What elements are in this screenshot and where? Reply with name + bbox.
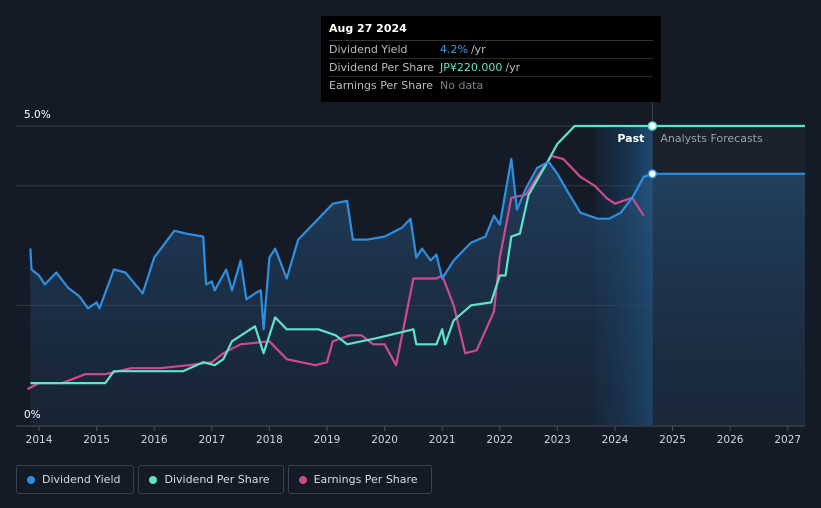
x-tick-label: 2018 [256, 434, 283, 446]
dividend-per-share-current-marker [647, 121, 658, 131]
legend-dot-icon [149, 475, 158, 484]
tooltip-value: No data [440, 79, 484, 92]
chart-legend: Dividend Yield Dividend Per Share Earnin… [16, 465, 432, 494]
tooltip-unit: /yr [505, 61, 521, 74]
x-tick-label: 2025 [659, 434, 686, 446]
dividend-yield-line [29, 157, 805, 331]
x-tick-label: 2022 [486, 434, 513, 446]
forecast-section-label: Analysts Forecasts [660, 132, 763, 145]
tooltip-value: 4.2% [440, 43, 468, 56]
x-tick-label: 2024 [602, 434, 629, 446]
tooltip-label: Dividend Per Share [329, 61, 435, 74]
x-tick-label: 2017 [198, 434, 225, 446]
legend-label: Dividend Yield [42, 473, 121, 486]
legend-label: Dividend Per Share [164, 473, 270, 486]
legend-dot-icon [27, 475, 35, 484]
tooltip-row-dividend-yield: Dividend Yield 4.2% /yr [329, 41, 653, 59]
x-tick-label: 2021 [429, 434, 456, 446]
x-tick-label: 2014 [26, 434, 53, 446]
tooltip-row-dividend-per-share: Dividend Per Share JP¥220.000 /yr [329, 59, 653, 77]
legend-item-earnings-per-share[interactable]: Earnings Per Share [287, 465, 432, 494]
x-tick-label: 2023 [544, 434, 571, 446]
tooltip-unit: /yr [470, 43, 486, 56]
tooltip-label: Earnings Per Share [329, 79, 434, 92]
dividend-yield-current-marker [647, 169, 658, 179]
tooltip-row-earnings-per-share: Earnings Per Share No data [329, 77, 653, 94]
tooltip-label: Dividend Yield [329, 43, 408, 56]
x-tick-label: 2026 [717, 434, 744, 446]
past-section-label: Past [617, 132, 644, 145]
hover-tooltip: Aug 27 2024 Dividend Yield 4.2% /yr Divi… [321, 16, 661, 102]
y-axis-label-max: 5.0% [24, 109, 51, 121]
tooltip-value: JP¥220.000 [440, 61, 503, 74]
earnings-per-share-line [26, 154, 645, 391]
dividend-per-share-line [30, 124, 805, 385]
x-tick-label: 2019 [314, 434, 341, 446]
x-tick-label: 2020 [371, 434, 398, 446]
x-tick-label: 2016 [141, 434, 168, 446]
dividend-yield-area [30, 158, 805, 425]
legend-item-dividend-per-share[interactable]: Dividend Per Share [138, 465, 284, 494]
legend-label: Earnings Per Share [313, 473, 418, 486]
tooltip-date: Aug 27 2024 [329, 22, 653, 41]
legend-item-dividend-yield[interactable]: Dividend Yield [16, 465, 135, 494]
x-tick-label: 2015 [83, 434, 110, 446]
x-tick-label: 2027 [774, 434, 801, 446]
legend-dot-icon [298, 475, 307, 484]
y-axis-label-min: 0% [24, 409, 41, 421]
